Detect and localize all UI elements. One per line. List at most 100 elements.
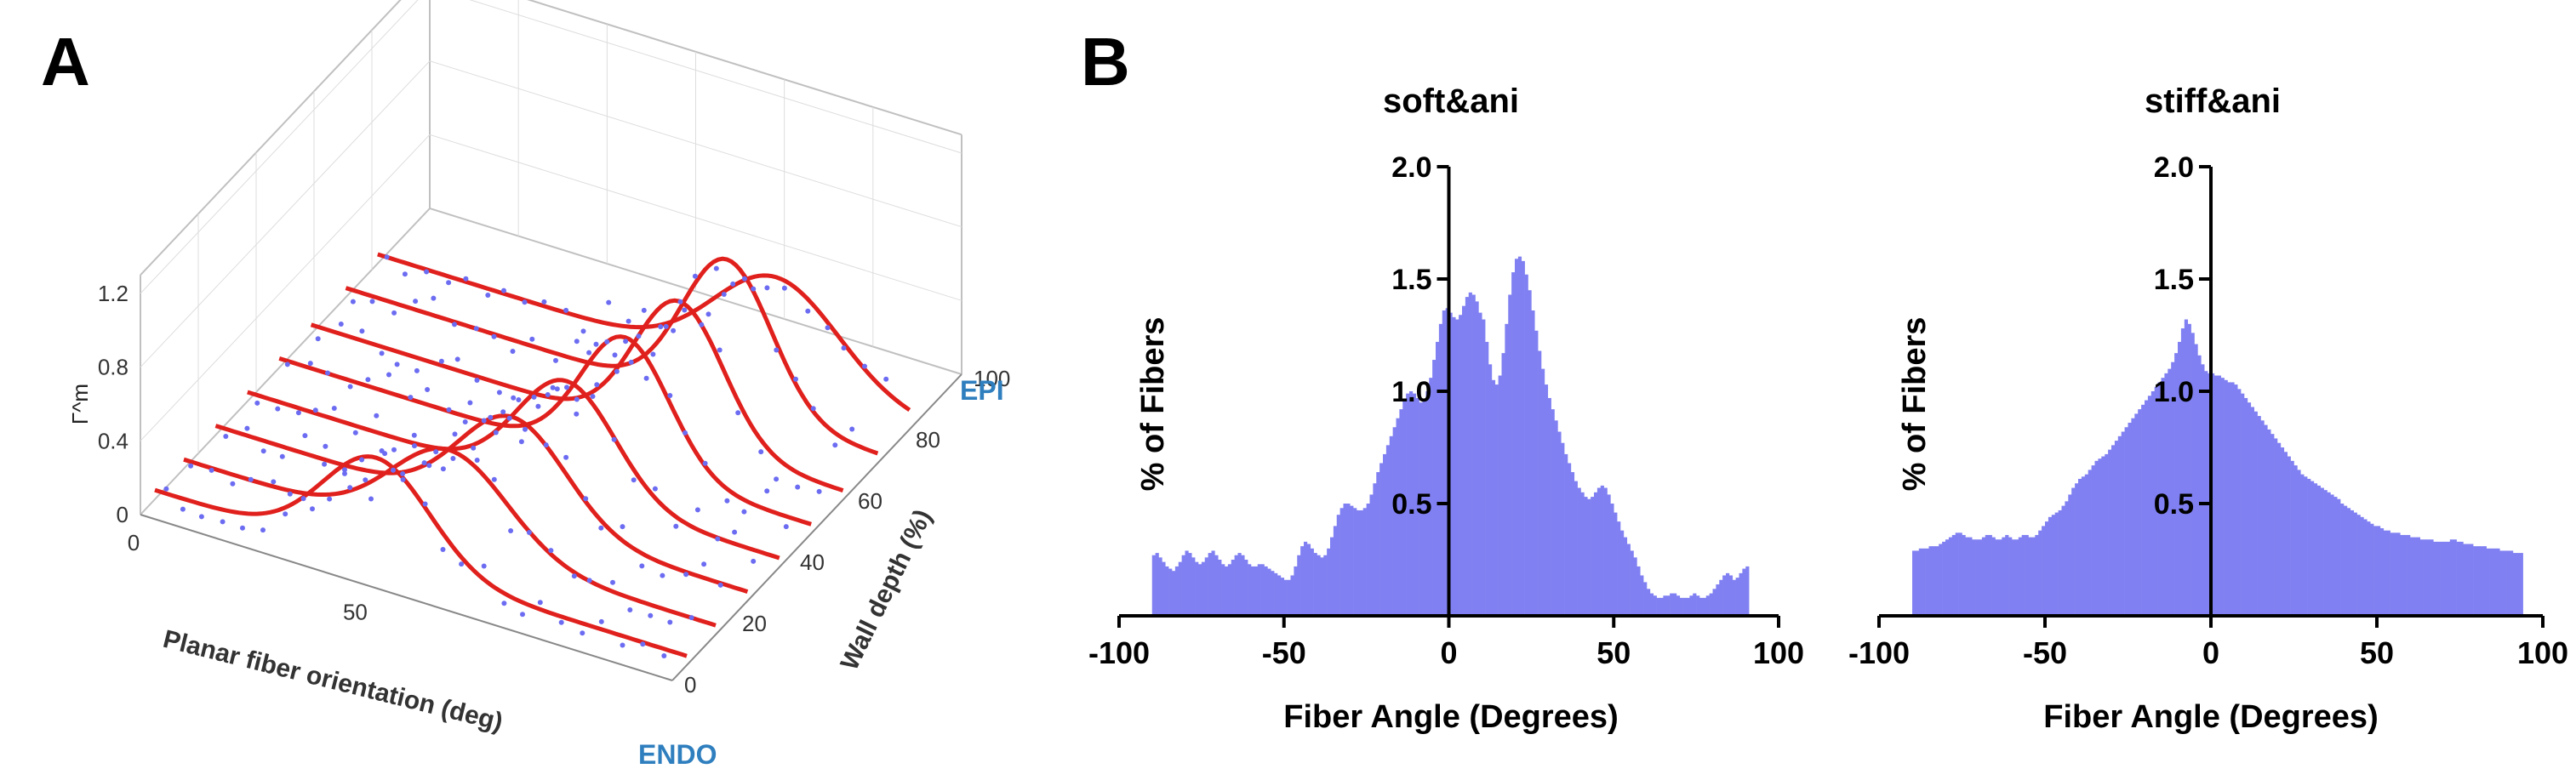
data-point — [279, 453, 285, 459]
histogram-bar — [1280, 578, 1285, 616]
panel-a-chart: 0 0.4 0.8 1.2 0 50 0 20 40 60 80 100 Γ^m Planar fib… — [67, 0, 1010, 770]
histogram-bar — [2403, 534, 2408, 616]
data-point — [331, 406, 337, 411]
histogram-bar — [1339, 508, 1344, 616]
histogram-bar — [2045, 521, 2049, 616]
histogram-bar — [1962, 534, 1966, 616]
data-point — [338, 322, 344, 327]
histogram-bar — [1218, 560, 1222, 616]
histogram-bar — [1237, 553, 1242, 616]
histogram-bar — [2035, 534, 2039, 616]
soft-y-axis-label: % of Fibers — [1135, 317, 1171, 492]
histogram-bar — [2496, 548, 2500, 616]
data-point — [394, 362, 400, 367]
histogram-bar — [1271, 571, 1275, 616]
data-point — [440, 547, 446, 552]
z-tick-label: 1.2 — [98, 281, 129, 306]
histogram-bar — [1442, 310, 1446, 616]
histogram-bar — [2042, 526, 2046, 616]
x-tick-label: -50 — [1262, 635, 1306, 670]
y-tick-label: 1.0 — [2154, 376, 2194, 408]
data-point — [652, 486, 658, 492]
histogram-bar — [1406, 393, 1410, 616]
data-point — [508, 528, 514, 533]
histogram-bar — [1709, 593, 1713, 616]
histogram-bar — [2459, 541, 2464, 616]
histogram-bar — [1462, 305, 1466, 616]
histogram-bar — [1415, 397, 1419, 616]
data-point — [368, 496, 374, 502]
histogram-bar — [1702, 597, 1707, 616]
data-point — [283, 511, 288, 517]
histogram-bar — [1630, 550, 1634, 616]
data-point — [717, 347, 723, 353]
histogram-bar — [1979, 539, 1983, 616]
data-point — [660, 572, 665, 578]
data-point — [781, 285, 787, 291]
histogram-bar — [1580, 492, 1585, 616]
histogram-bar — [1607, 494, 1611, 616]
histogram-bar — [1277, 575, 1282, 616]
fit-curve — [278, 334, 812, 527]
data-point — [352, 430, 358, 436]
data-point — [244, 425, 250, 431]
histogram-bar — [2407, 534, 2411, 616]
depth-label-endo: ENDO — [638, 739, 717, 770]
data-point — [553, 357, 558, 363]
soft-axes: -100 -50 0 50 100 0.5 1.0 1.5 2.0 — [1088, 151, 1804, 670]
data-point — [793, 376, 798, 382]
y-tick-label: 2.0 — [2154, 151, 2194, 184]
histogram-bar — [2150, 391, 2155, 616]
data-point — [516, 397, 522, 402]
box-edge — [140, 0, 402, 276]
histogram-bar — [2241, 393, 2245, 616]
histogram-bar — [1260, 564, 1265, 616]
histogram-bar — [2201, 364, 2205, 616]
data-point — [369, 299, 375, 305]
histogram-bar — [1623, 537, 1628, 616]
y-tick-label: 20 — [742, 611, 767, 636]
y-tick-label: 60 — [858, 488, 882, 514]
data-point — [606, 299, 612, 305]
histogram-bar — [1647, 589, 1651, 616]
histogram-bar — [2194, 344, 2198, 616]
histogram-bar — [1254, 566, 1259, 616]
data-point — [379, 448, 385, 453]
histogram-bar — [1267, 568, 1271, 616]
data-point — [501, 601, 507, 606]
data-point — [506, 415, 512, 421]
histogram-bar — [1369, 494, 1374, 616]
histogram-bar — [1283, 579, 1288, 616]
z-tick-label: 0.8 — [98, 355, 129, 380]
histogram-bar — [2038, 530, 2042, 616]
data-point — [574, 396, 580, 402]
data-point — [501, 288, 506, 293]
data-point — [550, 384, 556, 390]
histogram-bar — [2250, 407, 2254, 616]
histogram-bar — [2426, 539, 2430, 616]
histogram-bar — [1432, 360, 1437, 616]
histogram-bar — [1626, 544, 1631, 616]
histogram-bar — [1620, 530, 1625, 616]
data-point — [586, 350, 592, 356]
histogram-bar — [1636, 566, 1641, 616]
histogram-bar — [2423, 539, 2427, 616]
histogram-bar — [2310, 481, 2315, 616]
x-tick-label: 50 — [1596, 635, 1631, 670]
histogram-bar — [2456, 541, 2460, 616]
data-point — [732, 529, 738, 535]
histogram-bar — [1564, 453, 1568, 616]
x-tick-label: -50 — [2023, 635, 2067, 670]
histogram-bar — [2430, 539, 2434, 616]
data-point — [523, 426, 528, 432]
data-point — [467, 400, 473, 406]
histogram-bar — [1534, 330, 1539, 616]
histogram-bar — [2470, 544, 2474, 616]
histogram-bar — [1922, 548, 1926, 616]
histogram-bar — [1972, 539, 1976, 616]
histogram-bar — [1195, 561, 1199, 616]
data-point — [563, 307, 569, 313]
data-point — [841, 345, 847, 351]
data-point — [520, 612, 525, 618]
